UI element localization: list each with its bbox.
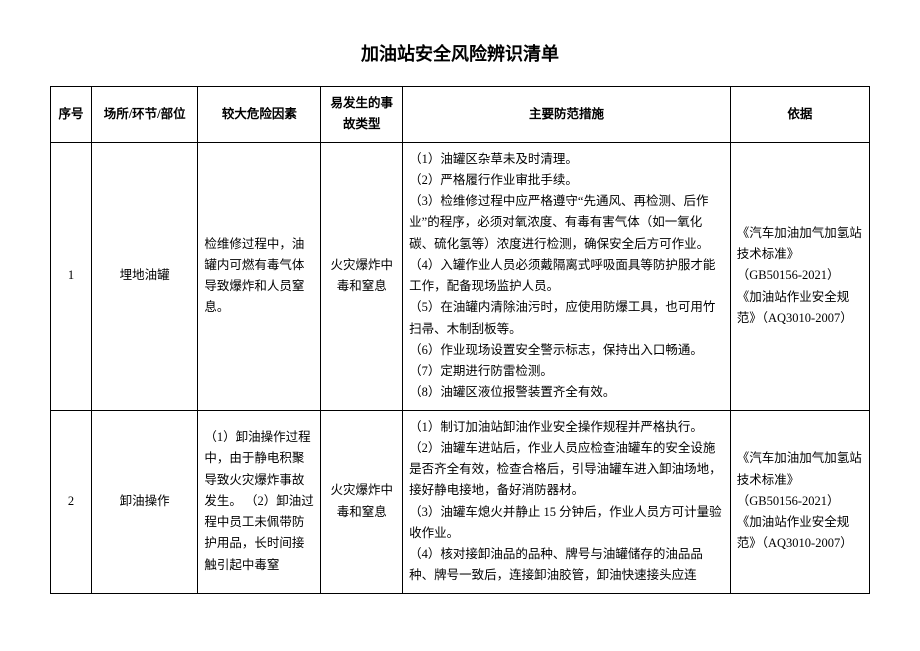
basis-line: （GB50156-2021） bbox=[737, 491, 863, 512]
risk-table: 序号 场所/环节/部位 较大危险因素 易发生的事故类型 主要防范措施 依据 1 … bbox=[50, 86, 870, 594]
table-header-row: 序号 场所/环节/部位 较大危险因素 易发生的事故类型 主要防范措施 依据 bbox=[51, 87, 870, 143]
measure-line: （1）油罐区杂草未及时清理。 bbox=[409, 149, 724, 170]
col-header-loc: 场所/环节/部位 bbox=[91, 87, 197, 143]
cell-accident: 火灾爆炸中毒和窒息 bbox=[321, 410, 403, 593]
cell-risk: 检维修过程中，油罐内可燃有毒气体导致爆炸和人员窒息。 bbox=[198, 142, 321, 410]
cell-accident: 火灾爆炸中毒和窒息 bbox=[321, 142, 403, 410]
cell-measures: （1）制订加油站卸油作业安全操作规程并严格执行。 （2）油罐车进站后，作业人员应… bbox=[403, 410, 731, 593]
measure-line: （2）严格履行作业审批手续。 bbox=[409, 170, 724, 191]
cell-basis: 《汽车加油加气加氢站技术标准》 （GB50156-2021） 《加油站作业安全规… bbox=[730, 410, 869, 593]
measure-line: （8）油罐区液位报警装置齐全有效。 bbox=[409, 382, 724, 403]
cell-location: 卸油操作 bbox=[91, 410, 197, 593]
col-header-type: 易发生的事故类型 bbox=[321, 87, 403, 143]
cell-location: 埋地油罐 bbox=[91, 142, 197, 410]
col-header-idx: 序号 bbox=[51, 87, 92, 143]
cell-idx: 1 bbox=[51, 142, 92, 410]
basis-line: 《汽车加油加气加氢站技术标准》 bbox=[737, 448, 863, 491]
measure-line: （5）在油罐内清除油污时，应使用防爆工具，也可用竹扫帚、木制刮板等。 bbox=[409, 297, 724, 340]
measure-line: （4）入罐作业人员必须戴隔离式呼吸面具等防护服才能工作，配备现场监护人员。 bbox=[409, 255, 724, 298]
cell-measures: （1）油罐区杂草未及时清理。 （2）严格履行作业审批手续。 （3）检维修过程中应… bbox=[403, 142, 731, 410]
cell-basis: 《汽车加油加气加氢站技术标准》 （GB50156-2021） 《加油站作业安全规… bbox=[730, 142, 869, 410]
table-row: 1 埋地油罐 检维修过程中，油罐内可燃有毒气体导致爆炸和人员窒息。 火灾爆炸中毒… bbox=[51, 142, 870, 410]
measure-line: （4）核对接卸油品的品种、牌号与油罐储存的油品品种、牌号一致后，连接卸油胶管，卸… bbox=[409, 544, 724, 587]
measure-line: （3）油罐车熄火并静止 15 分钟后，作业人员方可计量验收作业。 bbox=[409, 502, 724, 545]
col-header-risk: 较大危险因素 bbox=[198, 87, 321, 143]
cell-idx: 2 bbox=[51, 410, 92, 593]
basis-line: 《汽车加油加气加氢站技术标准》 bbox=[737, 223, 863, 266]
col-header-meas: 主要防范措施 bbox=[403, 87, 731, 143]
measure-line: （2）油罐车进站后，作业人员应检查油罐车的安全设施是否齐全有效，检查合格后，引导… bbox=[409, 438, 724, 502]
basis-line: （GB50156-2021） bbox=[737, 265, 863, 286]
measure-line: （6）作业现场设置安全警示标志，保持出入口畅通。 bbox=[409, 340, 724, 361]
measure-line: （1）制订加油站卸油作业安全操作规程并严格执行。 bbox=[409, 417, 724, 438]
table-row: 2 卸油操作 （1）卸油操作过程中，由于静电积聚导致火灾爆炸事故发生。 （2）卸… bbox=[51, 410, 870, 593]
basis-line: 《加油站作业安全规范》（AQ3010-2007） bbox=[737, 512, 863, 555]
measure-line: （3）检维修过程中应严格遵守“先通风、再检测、后作业”的程序，必须对氧浓度、有毒… bbox=[409, 191, 724, 255]
cell-risk: （1）卸油操作过程中，由于静电积聚导致火灾爆炸事故发生。 （2）卸油过程中员工未… bbox=[198, 410, 321, 593]
col-header-basis: 依据 bbox=[730, 87, 869, 143]
measure-line: （7）定期进行防雷检测。 bbox=[409, 361, 724, 382]
page-title: 加油站安全风险辨识清单 bbox=[50, 40, 870, 66]
basis-line: 《加油站作业安全规范》（AQ3010-2007） bbox=[737, 287, 863, 330]
